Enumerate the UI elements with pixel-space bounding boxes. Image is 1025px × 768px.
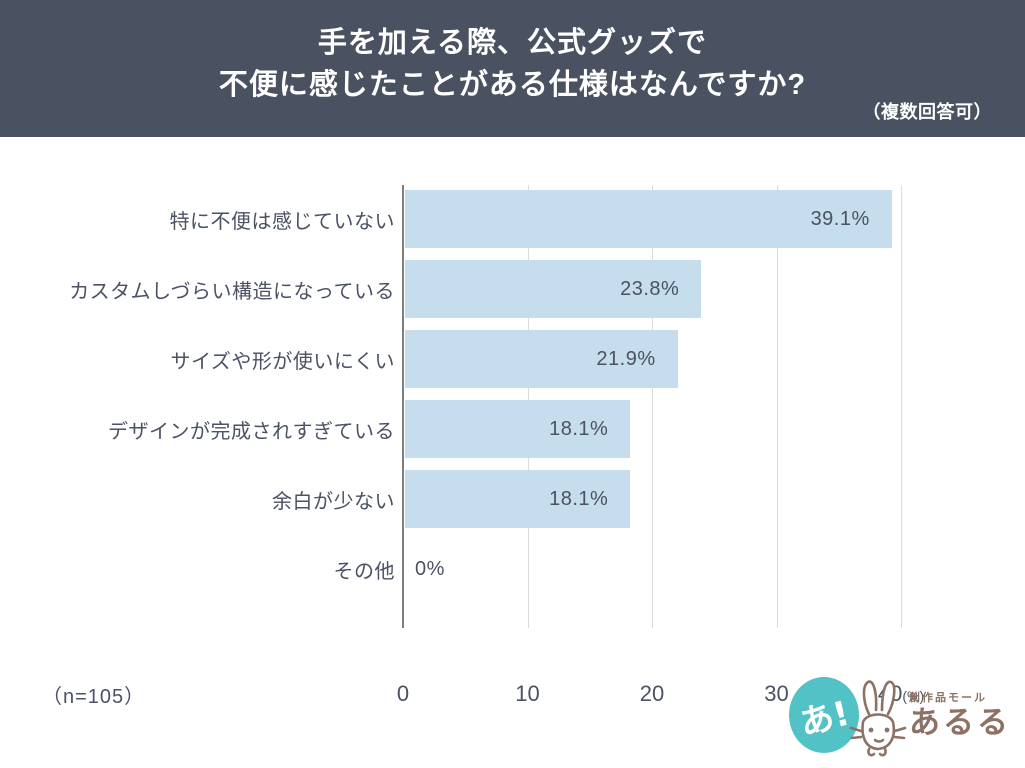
category-label: カスタムしづらい構造になっている [69,280,395,303]
chart-title: 手を加える際、公式グッズで 不便に感じたことがある仕様はなんですか? [0,22,1025,106]
category-label: 特に不便は感じていない [169,210,395,233]
rabbit-icon [849,680,907,757]
brand-logo: あ! 創作品モール あるる [789,670,1011,760]
bar: 23.8% [405,260,702,318]
bar-value-label: 21.9% [596,347,656,370]
logo-brand-name: あるる [909,705,1011,741]
category-label-column: 特に不便は感じていないカスタムしづらい構造になっているサイズや形が使いにくいデザ… [0,185,395,628]
x-tick-label-20: 20 [639,681,665,706]
gridline-20 [652,185,653,628]
category-label: その他 [333,560,395,583]
logo-badge-text: あ! [795,693,854,744]
chart-title-line1: 手を加える際、公式グッズで [317,27,708,59]
logo-text-block: 創作品モール あるる [909,689,1011,741]
x-tick-label-30: 30 [764,681,789,706]
gridline-30 [776,185,778,628]
category-label: デザインが完成されすぎている [108,420,395,443]
bar-value-label: 39.1% [810,207,870,230]
sample-size-note: （n=105） [42,686,146,708]
logo-badge-circle: あ! [789,677,859,753]
y-axis-line [402,185,404,628]
bar-value-label: 18.1% [549,417,609,440]
header-band: 手を加える際、公式グッズで 不便に感じたことがある仕様はなんですか? （複数回答… [0,0,1025,137]
bar: 18.1% [405,400,631,458]
bar: 18.1% [405,470,631,528]
bar-value-label: 18.1% [549,487,609,510]
logo-tagline: 創作品モール [909,692,987,705]
bar: 21.9% [405,330,678,388]
bar-value-label: 23.8% [620,277,680,300]
x-tick-label-0: 0 [396,681,410,706]
gridline-40 [901,185,902,628]
chart-title-line2: 不便に感じたことがある仕様はなんですか? [218,69,807,101]
category-label: サイズや形が使いにくい [170,350,395,373]
bar-value-label: 0% [415,557,445,580]
bar: 39.1% [405,190,892,248]
x-tick-label-10: 10 [515,681,540,706]
plot-area: 010203040(%)39.1%23.8%21.9%18.1%18.1%0% [397,185,924,706]
multiple-answers-note: （複数回答可） [862,102,992,122]
horizontal-bar-chart: 特に不便は感じていないカスタムしづらい構造になっているサイズや形が使いにくいデザ… [0,137,1025,706]
x-axis-unit: (%) [902,688,925,704]
category-label: 余白が少ない [272,490,395,513]
